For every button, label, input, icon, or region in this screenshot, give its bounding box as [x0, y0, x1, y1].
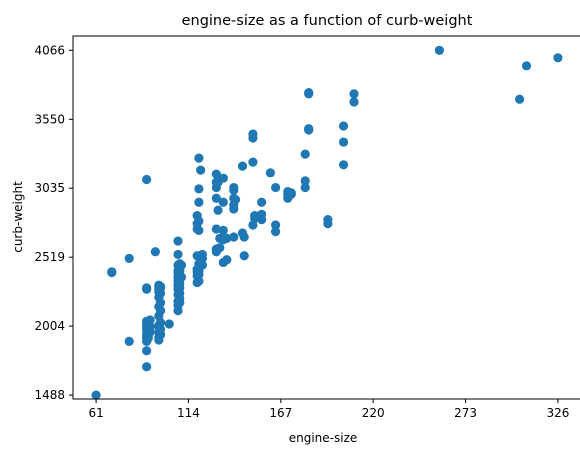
- y-axis-label: curb-weight: [11, 181, 25, 253]
- data-point-114: [229, 182, 239, 193]
- y-tick-label-3550: 3550: [34, 112, 65, 126]
- data-point-38: [155, 318, 166, 328]
- data-point-129: [265, 168, 275, 178]
- x-axis-ticks: 61 114 167 220 273 326: [88, 399, 569, 420]
- data-point-39: [155, 305, 166, 316]
- x-tick-label-61: 61: [88, 406, 103, 420]
- data-point-149: [338, 121, 349, 131]
- data-point-4: [124, 253, 134, 264]
- data-point-90: [197, 249, 207, 260]
- data-point-123: [248, 129, 258, 139]
- data-point-78: [194, 276, 204, 286]
- data-point-85: [194, 184, 204, 194]
- data-point-97: [211, 169, 221, 179]
- data-point-106: [218, 173, 228, 183]
- data-point-22: [145, 315, 155, 325]
- data-point-69: [176, 260, 187, 270]
- data-point-83: [194, 216, 204, 226]
- data-point-105: [218, 197, 228, 207]
- y-axis-ticks: 1488 2004 2519 3035 3550 4066: [34, 43, 73, 402]
- data-point-94: [211, 193, 221, 203]
- data-point-119: [239, 232, 249, 242]
- data-point-142: [304, 124, 314, 134]
- y-tick-label-3035: 3035: [34, 181, 65, 195]
- x-axis-label: engine-size: [289, 431, 358, 445]
- x-tick-label-167: 167: [269, 406, 292, 420]
- data-point-43: [155, 281, 166, 292]
- data-point-3: [124, 336, 134, 346]
- data-points: [91, 45, 563, 400]
- data-point-153: [514, 94, 525, 104]
- data-point-23: [150, 247, 160, 257]
- data-point-56: [173, 249, 183, 260]
- data-point-16: [142, 283, 152, 293]
- data-point-128: [257, 197, 267, 207]
- data-point-146: [323, 215, 333, 225]
- data-point-88: [197, 260, 207, 270]
- y-tick-label-1488: 1488: [34, 388, 65, 402]
- x-tick-label-220: 220: [362, 406, 385, 420]
- data-point-98: [213, 205, 223, 215]
- data-point-5: [142, 362, 152, 372]
- data-point-104: [218, 225, 228, 235]
- data-point-82: [194, 225, 204, 235]
- data-point-93: [211, 224, 221, 234]
- data-point-118: [239, 251, 249, 261]
- data-point-100: [215, 243, 225, 253]
- data-point-150: [349, 97, 359, 107]
- x-tick-label-114: 114: [177, 406, 200, 420]
- data-point-132: [270, 182, 281, 193]
- chart-title: engine-size as a function of curb-weight: [182, 13, 473, 29]
- data-point-140: [300, 149, 310, 159]
- data-point-107: [222, 255, 232, 265]
- data-point-6: [142, 346, 152, 356]
- data-point-148: [338, 137, 349, 147]
- data-point-21: [145, 322, 155, 332]
- data-point-86: [194, 153, 204, 163]
- data-point-138: [300, 182, 310, 193]
- data-point-109: [229, 232, 239, 242]
- data-point-155: [553, 53, 563, 63]
- data-point-115: [230, 194, 241, 205]
- data-point-87: [196, 165, 206, 175]
- data-point-44: [164, 319, 174, 329]
- plot-frame: [72, 35, 580, 400]
- data-point-137: [286, 188, 296, 198]
- data-point-40: [155, 297, 166, 308]
- data-point-68: [176, 272, 187, 282]
- data-point-127: [257, 209, 267, 219]
- y-tick-label-2004: 2004: [34, 319, 65, 333]
- data-point-17: [142, 174, 152, 185]
- data-point-121: [248, 157, 258, 167]
- data-point-108: [222, 233, 232, 243]
- data-point-152: [434, 45, 444, 55]
- data-point-57: [173, 236, 183, 246]
- data-point-154: [521, 61, 532, 71]
- y-tick-label-2519: 2519: [34, 250, 65, 264]
- data-point-131: [270, 220, 281, 230]
- data-point-130: [270, 227, 281, 237]
- x-tick-label-273: 273: [454, 406, 477, 420]
- data-point-144: [304, 87, 314, 98]
- data-point-117: [237, 161, 248, 171]
- data-point-0: [91, 390, 101, 400]
- y-tick-label-4066: 4066: [34, 43, 65, 57]
- data-point-37: [155, 324, 166, 334]
- data-point-147: [338, 160, 349, 170]
- data-point-2: [107, 267, 117, 278]
- data-point-139: [300, 176, 310, 186]
- data-point-84: [194, 197, 204, 207]
- data-point-125: [250, 211, 260, 221]
- x-tick-label-326: 326: [546, 406, 569, 420]
- data-point-151: [349, 89, 359, 99]
